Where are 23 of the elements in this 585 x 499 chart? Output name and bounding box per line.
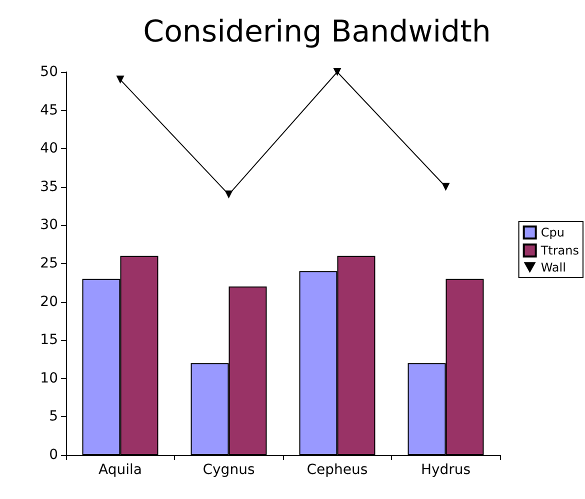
y-tick-label: 30 [40, 217, 58, 234]
point [116, 76, 124, 84]
y-tick-label: 10 [40, 370, 58, 386]
y-tick-label: 50 [40, 64, 58, 80]
y-tick-label: 0 [49, 447, 58, 463]
point [442, 182, 450, 191]
y-tick-label: 5 [49, 408, 58, 425]
y-tick-label: 25 [40, 256, 58, 272]
legend-label: Wall [540, 260, 566, 274]
x-tick-label: Cepheus [306, 462, 368, 478]
chart-title: Considering Bandwidth [143, 14, 491, 50]
y-tick-label: 35 [40, 178, 58, 195]
point [333, 68, 342, 76]
x-tick-label: Cygnus [202, 462, 255, 478]
y-tick-label: 45 [40, 102, 58, 118]
y-tick-label: 15 [40, 332, 58, 348]
point [224, 190, 233, 199]
legend-label: Cpu [540, 226, 564, 240]
legend-label: Ttrans [540, 244, 580, 258]
x-tick-label: Hydrus [420, 462, 471, 478]
y-tick-label: 40 [40, 140, 58, 157]
x-tick-label: Aquila [98, 462, 142, 478]
y-tick-label: 20 [40, 294, 58, 310]
